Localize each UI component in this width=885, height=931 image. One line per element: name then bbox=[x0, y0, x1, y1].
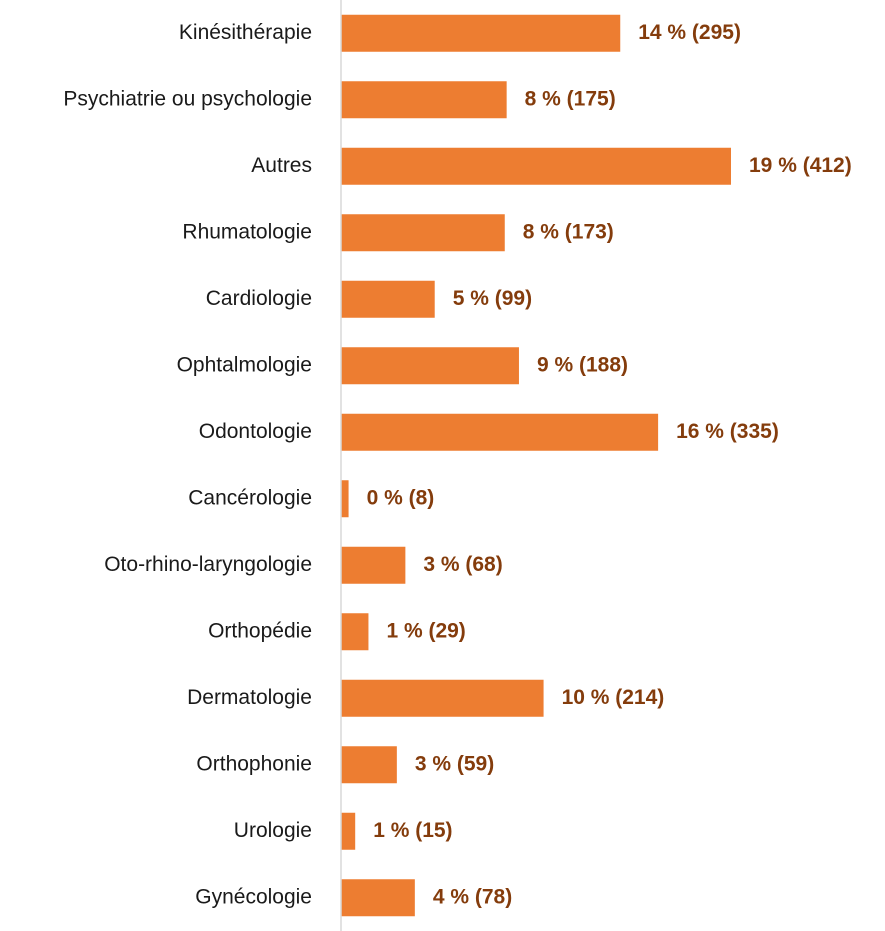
value-label: 10 % (214) bbox=[562, 686, 665, 709]
bar bbox=[341, 746, 397, 784]
value-label: 8 % (175) bbox=[525, 87, 616, 110]
category-label: Orthopédie bbox=[208, 619, 312, 642]
bar bbox=[341, 679, 544, 717]
bar bbox=[341, 81, 507, 119]
value-label: 19 % (412) bbox=[749, 154, 852, 177]
category-label: Odontologie bbox=[199, 420, 312, 443]
bar bbox=[341, 879, 415, 917]
value-label: 9 % (188) bbox=[537, 353, 628, 376]
value-label: 4 % (78) bbox=[433, 885, 512, 908]
value-label: 14 % (295) bbox=[638, 21, 741, 44]
bar bbox=[341, 812, 356, 850]
value-label: 1 % (29) bbox=[386, 619, 465, 642]
value-label: 0 % (8) bbox=[367, 486, 435, 509]
value-label: 3 % (68) bbox=[423, 553, 502, 576]
category-label: Psychiatrie ou psychologie bbox=[63, 87, 312, 110]
bar bbox=[341, 347, 519, 385]
bar bbox=[341, 546, 406, 584]
category-label: Cardiologie bbox=[206, 287, 312, 310]
value-label: 5 % (99) bbox=[453, 287, 532, 310]
bar bbox=[341, 14, 621, 52]
category-label: Urologie bbox=[234, 819, 312, 842]
value-label: 16 % (335) bbox=[676, 420, 779, 443]
category-label: Kinésithérapie bbox=[179, 21, 312, 44]
bar bbox=[341, 413, 659, 451]
bar bbox=[341, 280, 435, 318]
bar bbox=[341, 214, 505, 252]
bar bbox=[341, 613, 369, 651]
bar bbox=[341, 480, 349, 518]
value-label: 3 % (59) bbox=[415, 752, 494, 775]
category-label: Gynécologie bbox=[195, 885, 312, 908]
bar bbox=[341, 147, 731, 185]
category-label: Autres bbox=[251, 154, 312, 177]
category-label: Dermatologie bbox=[187, 686, 312, 709]
category-label: Orthophonie bbox=[196, 752, 312, 775]
category-label: Ophtalmologie bbox=[177, 353, 312, 376]
category-label: Oto-rhino-laryngologie bbox=[104, 553, 312, 576]
category-label: Rhumatologie bbox=[182, 220, 312, 243]
value-label: 8 % (173) bbox=[523, 220, 614, 243]
category-label: Cancérologie bbox=[188, 486, 312, 509]
value-label: 1 % (15) bbox=[373, 819, 452, 842]
